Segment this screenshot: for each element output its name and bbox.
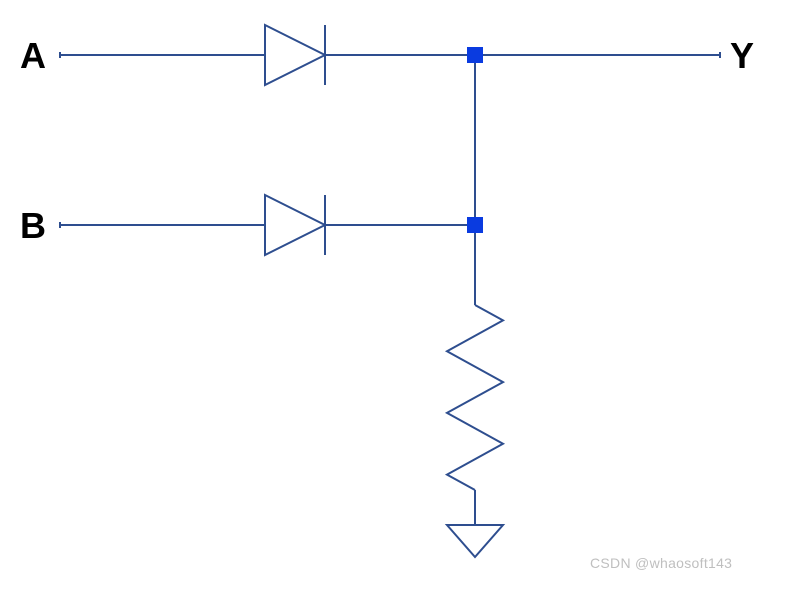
junction-node-1 <box>467 217 483 233</box>
ground-symbol <box>447 525 503 557</box>
diode-b-triangle <box>265 195 325 255</box>
circuit-svg <box>0 0 785 589</box>
input-a-label: A <box>20 35 46 77</box>
input-b-label: B <box>20 205 46 247</box>
diode-a-triangle <box>265 25 325 85</box>
watermark-text: CSDN @whaosoft143 <box>590 555 732 571</box>
circuit-canvas: A B Y CSDN @whaosoft143 <box>0 0 785 589</box>
resistor <box>447 305 503 490</box>
output-y-label: Y <box>730 35 754 77</box>
junction-node-0 <box>467 47 483 63</box>
